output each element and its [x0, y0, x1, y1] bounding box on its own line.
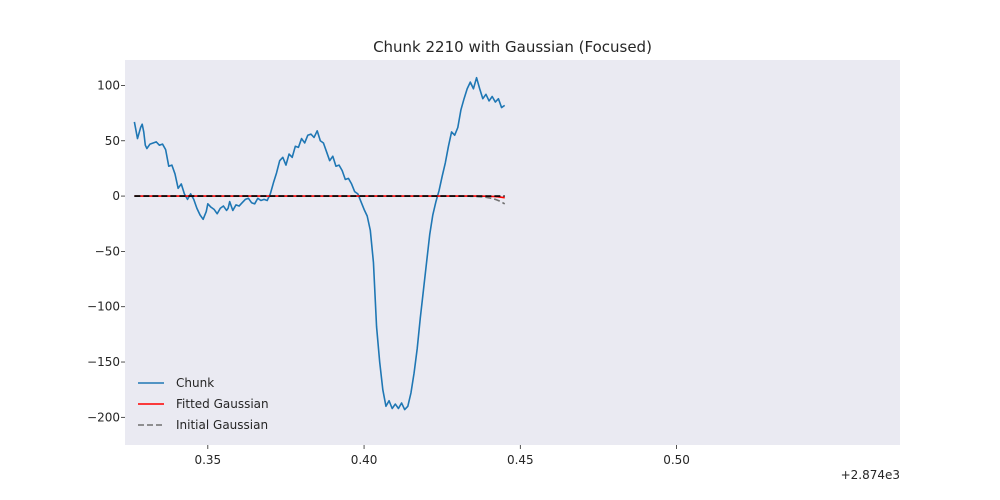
x-tick-label: 0.45 [507, 453, 534, 467]
y-axis-ticks: 100 50 0 −50 −100 −150 −200 [87, 78, 125, 424]
x-offset-label: +2.874e3 [841, 468, 900, 482]
x-axis-ticks: 0.35 0.40 0.45 0.50 [194, 445, 690, 467]
x-tick-label: 0.40 [351, 453, 378, 467]
y-tick-label: 0 [112, 189, 120, 203]
x-tick-label: 0.50 [663, 453, 690, 467]
y-tick-label: −100 [87, 300, 120, 314]
chart-title: Chunk 2210 with Gaussian (Focused) [373, 38, 652, 56]
plot-area [125, 60, 900, 445]
legend-label: Chunk [176, 376, 214, 390]
y-tick-label: 100 [97, 78, 120, 92]
legend-label: Initial Gaussian [176, 418, 268, 432]
y-tick-label: −150 [87, 355, 120, 369]
x-tick-label: 0.35 [194, 453, 221, 467]
series-layer [133, 76, 506, 411]
y-tick-label: −50 [95, 244, 120, 258]
y-tick-label: 50 [105, 134, 120, 148]
legend: Chunk Fitted Gaussian Initial Gaussian [138, 376, 269, 432]
legend-label: Fitted Gaussian [176, 397, 269, 411]
y-tick-label: −200 [87, 410, 120, 424]
